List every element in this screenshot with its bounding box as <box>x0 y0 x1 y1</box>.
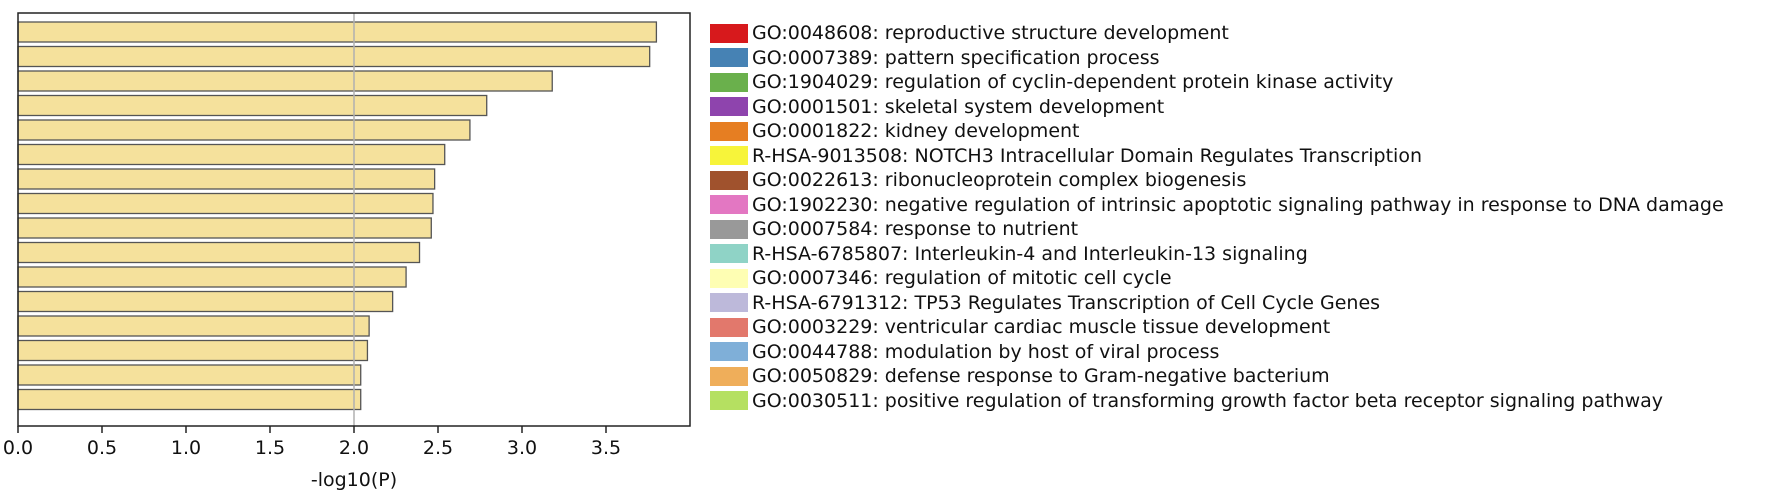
bar <box>17 119 471 141</box>
legend-item: GO:0003229: ventricular cardiac muscle t… <box>710 315 1770 340</box>
x-tick-label: 3.5 <box>591 437 621 459</box>
legend-label: GO:0007389: pattern specification proces… <box>752 46 1160 69</box>
legend-item: GO:0007346: regulation of mitotic cell c… <box>710 266 1770 291</box>
bar <box>17 168 436 190</box>
legend-label: GO:0001822: kidney development <box>752 120 1080 143</box>
legend-item: GO:0007584: response to nutrient <box>710 217 1770 242</box>
bar <box>17 70 553 92</box>
legend-swatch <box>710 244 748 264</box>
x-axis-label: -log10(P) <box>311 469 397 491</box>
legend-item: GO:0050829: defense response to Gram-neg… <box>710 364 1770 389</box>
legend-label: GO:0001501: skeletal system development <box>752 95 1165 118</box>
legend-item: R-HSA-6785807: Interleukin-4 and Interle… <box>710 242 1770 267</box>
legend-item: R-HSA-6791312: TP53 Regulates Transcript… <box>710 291 1770 316</box>
bars-layer <box>17 21 658 411</box>
x-tick-label: 2.5 <box>423 437 453 459</box>
bar <box>17 364 362 386</box>
bar <box>17 266 407 288</box>
x-tick-label: 1.0 <box>171 437 201 459</box>
legend-item: GO:0022613: ribonucleoprotein complex bi… <box>710 168 1770 193</box>
legend-label: R-HSA-6785807: Interleukin-4 and Interle… <box>752 242 1308 265</box>
legend-item: GO:0030511: positive regulation of trans… <box>710 389 1770 414</box>
legend-swatch <box>710 317 748 337</box>
bar <box>17 315 370 337</box>
legend-label: GO:1902230: negative regulation of intri… <box>752 193 1724 216</box>
legend-swatch <box>710 293 748 313</box>
x-tick-label: 1.5 <box>255 437 285 459</box>
bar <box>17 143 446 166</box>
legend-item: GO:0001822: kidney development <box>710 119 1770 144</box>
bar <box>17 217 432 239</box>
bar <box>17 94 488 117</box>
bar <box>17 290 394 313</box>
x-tick-label: 3.0 <box>507 437 537 459</box>
legend-label: GO:0022613: ribonucleoprotein complex bi… <box>752 169 1247 192</box>
legend-item: GO:1904029: regulation of cyclin-depende… <box>710 70 1770 95</box>
bar <box>17 192 434 215</box>
bar <box>17 45 651 68</box>
legend-swatch <box>710 23 748 43</box>
legend-item: GO:1902230: negative regulation of intri… <box>710 193 1770 218</box>
legend-item: GO:0007389: pattern specification proces… <box>710 46 1770 71</box>
x-tick-label: 2.0 <box>339 437 369 459</box>
legend-swatch <box>710 121 748 141</box>
legend-item: GO:0048608: reproductive structure devel… <box>710 21 1770 46</box>
legend-swatch <box>710 170 748 190</box>
bar <box>17 339 369 362</box>
bar <box>17 241 421 264</box>
x-axis: 0.0 0.5 1.0 1.5 2.0 2.5 3.0 3.5 <box>3 426 621 459</box>
legend-item: R-HSA-9013508: NOTCH3 Intracellular Doma… <box>710 144 1770 169</box>
legend-swatch <box>710 195 748 215</box>
x-tick-label: 0.0 <box>3 437 33 459</box>
legend-label: GO:0007346: regulation of mitotic cell c… <box>752 267 1172 290</box>
legend-swatch <box>710 48 748 68</box>
legend-label: GO:0003229: ventricular cardiac muscle t… <box>752 316 1331 339</box>
x-tick-label: 0.5 <box>87 437 117 459</box>
legend-swatch <box>710 97 748 117</box>
legend-label: R-HSA-9013508: NOTCH3 Intracellular Doma… <box>752 144 1422 167</box>
legend-swatch <box>710 72 748 92</box>
legend-label: GO:0048608: reproductive structure devel… <box>752 22 1229 45</box>
legend-swatch <box>710 219 748 239</box>
legend-label: GO:1904029: regulation of cyclin-depende… <box>752 71 1394 94</box>
legend-label: GO:0050829: defense response to Gram-neg… <box>752 365 1330 388</box>
legend-swatch <box>710 366 748 386</box>
legend-item: GO:0044788: modulation by host of viral … <box>710 340 1770 365</box>
legend-label: GO:0007584: response to nutrient <box>752 218 1079 241</box>
bar <box>17 21 658 43</box>
legend-item: GO:0001501: skeletal system development <box>710 95 1770 120</box>
legend-label: GO:0044788: modulation by host of viral … <box>752 340 1220 363</box>
bar-chart: 0.0 0.5 1.0 1.5 2.0 2.5 3.0 3.5 -log10(P) <box>3 12 691 491</box>
bar <box>17 388 362 411</box>
legend-swatch <box>710 342 748 362</box>
legend-label: GO:0030511: positive regulation of trans… <box>752 389 1664 412</box>
legend-swatch <box>710 391 748 411</box>
legend-label: R-HSA-6791312: TP53 Regulates Transcript… <box>752 291 1381 314</box>
legend-swatch <box>710 146 748 166</box>
legend-swatch <box>710 268 748 288</box>
legend: GO:0048608: reproductive structure devel… <box>710 21 1770 413</box>
